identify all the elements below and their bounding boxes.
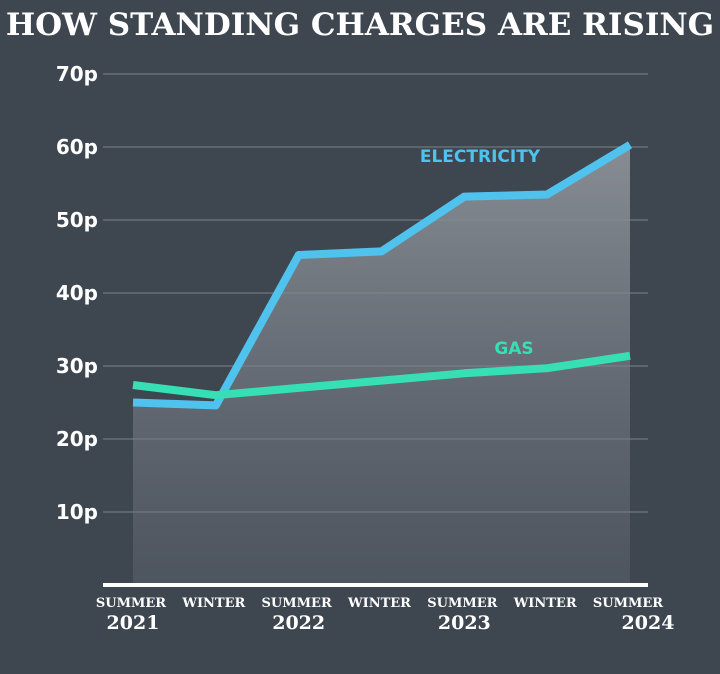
area-fill-electricity xyxy=(133,144,630,585)
y-tick-label: 10p xyxy=(56,500,98,524)
series-label-electricity: ELECTRICITY xyxy=(420,147,541,167)
x-tick-label: SUMMER xyxy=(593,596,663,611)
x-year-label: 2022 xyxy=(272,612,325,634)
x-axis-ticks: SUMMER WINTER SUMMER WINTER SUMMER WINTER SUMM… xyxy=(96,596,675,634)
x-tick-label: WINTER xyxy=(513,596,577,611)
x-year-label: 2023 xyxy=(438,612,491,634)
y-tick-label: 70p xyxy=(56,62,98,86)
series-lines xyxy=(132,141,633,410)
x-year-label: 2024 xyxy=(622,612,675,634)
x-year-label: 2021 xyxy=(107,612,160,634)
x-tick-label: WINTER xyxy=(347,596,411,611)
y-tick-label: 30p xyxy=(56,354,98,378)
y-tick-label: 20p xyxy=(56,427,98,451)
series-label-gas: GAS xyxy=(494,339,533,359)
y-tick-label: 60p xyxy=(56,135,98,159)
x-tick-label: WINTER xyxy=(181,596,245,611)
y-tick-label: 50p xyxy=(56,208,98,232)
y-tick-label: 40p xyxy=(56,281,98,305)
x-tick-label: SUMMER xyxy=(262,596,332,611)
y-axis-ticks: 10p 20p 30p 40p 50p 60p 70p xyxy=(56,62,98,524)
area-fill xyxy=(133,144,630,585)
x-tick-label: SUMMER xyxy=(427,596,497,611)
series-labels: ELECTRICITY GAS xyxy=(420,147,541,359)
x-tick-label: SUMMER xyxy=(96,596,166,611)
chart-title: HOW STANDING CHARGES ARE RISING xyxy=(6,7,714,43)
